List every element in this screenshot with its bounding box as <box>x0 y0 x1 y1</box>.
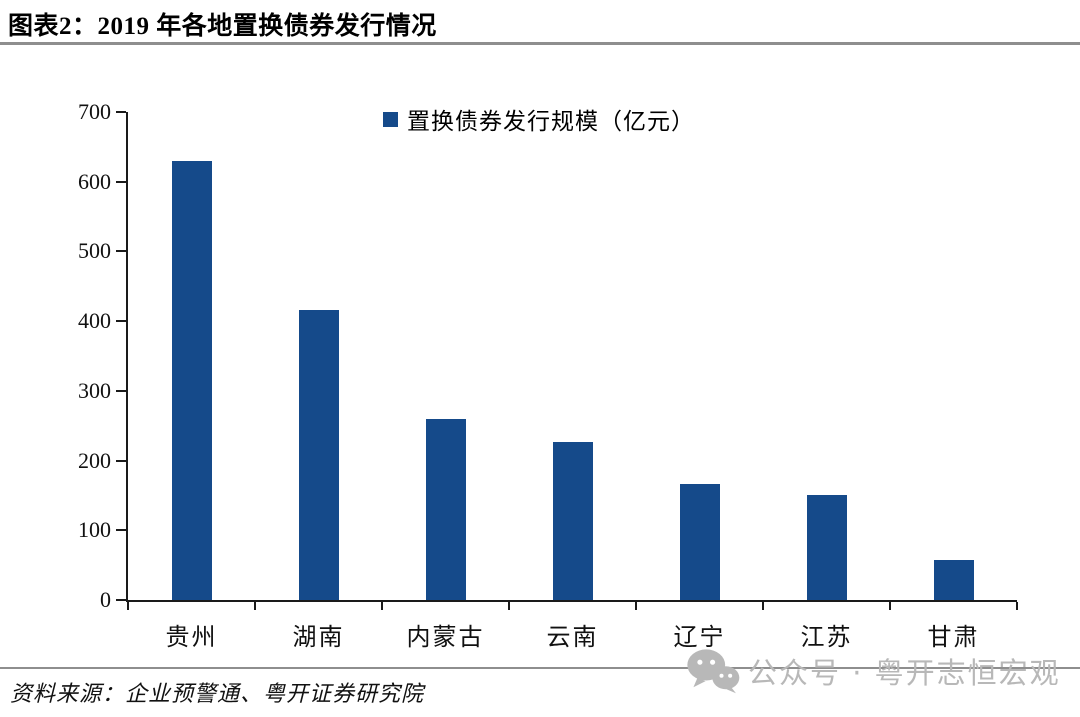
y-tick-label: 500 <box>78 238 111 264</box>
x-tick-label: 甘肃 <box>927 625 980 651</box>
watermark-text: 公众号 · 粤开志恒宏观 <box>748 656 1061 690</box>
x-tick-mark <box>381 602 383 610</box>
y-tick-label: 0 <box>100 587 111 612</box>
bar-甘肃 <box>933 559 974 600</box>
y-tick-label: 300 <box>78 377 111 403</box>
y-tick-label: 700 <box>78 99 111 124</box>
y-tick-mark <box>116 320 126 323</box>
y-tick-mark <box>116 111 126 113</box>
y-tick-mark <box>116 459 126 462</box>
x-tick-label: 辽宁 <box>673 625 726 651</box>
watermark: 公众号 · 粤开志恒宏观 <box>686 648 1061 694</box>
source-note: 资料来源：企业预警通、粤开证券研究院 <box>10 681 425 706</box>
y-tick-mark <box>116 599 126 601</box>
y-tick-mark <box>116 529 126 532</box>
y-tick-mark <box>116 389 126 392</box>
x-tick-mark <box>254 602 256 610</box>
bar-湖南 <box>298 310 339 600</box>
y-tick-mark <box>116 180 126 183</box>
bar-贵州 <box>171 160 212 600</box>
x-tick-label: 内蒙古 <box>406 625 485 651</box>
legend-label: 置换债券发行规模（亿元） <box>407 109 695 134</box>
x-tick-label: 贵州 <box>165 625 218 651</box>
bar-辽宁 <box>679 483 720 600</box>
x-tick-mark <box>889 602 891 610</box>
x-tick-label: 湖南 <box>292 625 345 651</box>
x-tick-mark <box>762 602 764 610</box>
y-tick-label: 400 <box>78 308 111 334</box>
y-tick-label: 600 <box>78 168 111 194</box>
title-divider <box>0 42 1080 45</box>
plot-area: 0 100 200 300 400 500 600 700 贵州 湖南 内蒙古 云南 辽宁 江苏 甘肃 <box>78 99 1018 651</box>
y-tick-mark <box>116 250 126 253</box>
y-tick-label: 200 <box>78 447 111 473</box>
legend-marker-icon <box>383 111 398 127</box>
chart-legend: 置换债券发行规模（亿元） <box>383 102 695 136</box>
bar-内蒙古 <box>425 418 466 600</box>
x-tick-label: 云南 <box>546 625 599 651</box>
bar-云南 <box>552 441 593 600</box>
y-tick-label: 100 <box>78 517 111 543</box>
x-tick-label: 江苏 <box>800 625 853 651</box>
x-tick-mark <box>635 602 637 610</box>
bar-江苏 <box>806 495 847 600</box>
x-tick-mark <box>508 602 510 610</box>
page-title: 图表2：2019 年各地置换债券发行情况 <box>8 13 437 40</box>
footer-divider <box>0 667 1080 669</box>
x-tick-mark <box>127 602 129 610</box>
wechat-icon <box>687 649 740 694</box>
x-tick-mark <box>1016 602 1018 610</box>
